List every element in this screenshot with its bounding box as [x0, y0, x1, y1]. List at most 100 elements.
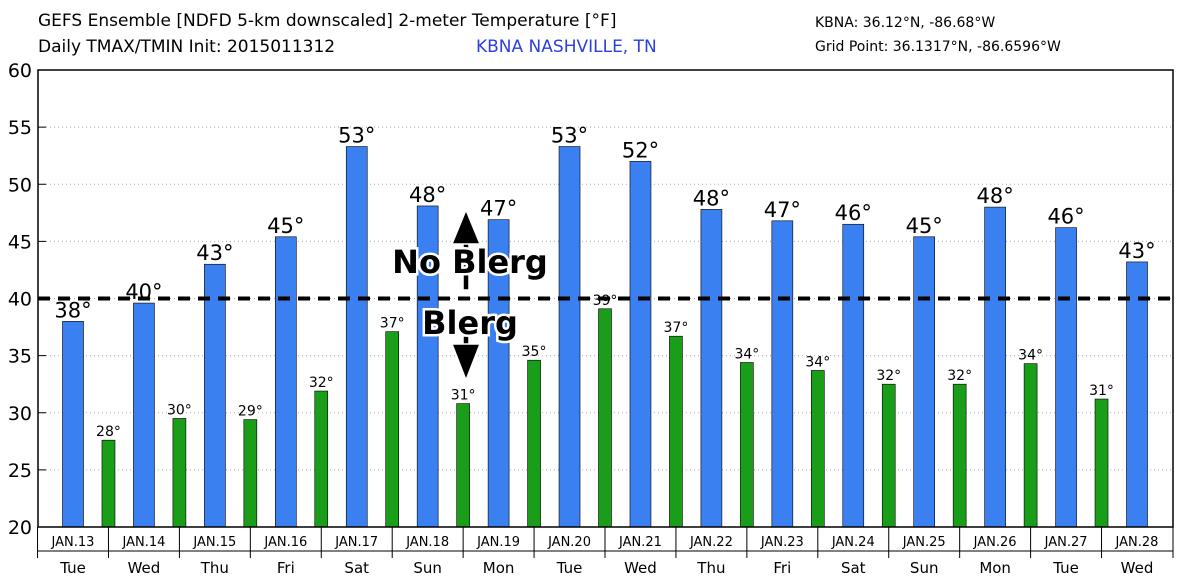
y-tick-label: 30 [8, 403, 32, 425]
bar [842, 223, 865, 528]
chart-subtitle: Daily TMAX/TMIN Init: 2015011312 [38, 37, 335, 57]
y-tick-label: 60 [8, 60, 32, 82]
bar [700, 209, 723, 528]
x-tick-label: Mon [979, 559, 1011, 577]
value-label: 37° [664, 320, 689, 336]
bar [527, 359, 541, 528]
x-tick-label: Sun [910, 559, 939, 577]
x-tick-label: JAN.18 [405, 535, 449, 550]
bar [314, 390, 329, 528]
x-tick-label: JAN.17 [334, 535, 378, 550]
x-tick-label: Fri [773, 559, 791, 577]
bar [810, 370, 825, 528]
bar [669, 335, 683, 528]
value-label: 30° [167, 402, 192, 418]
station-coords: KBNA: 36.12°N, -86.68°W [815, 15, 995, 31]
value-label: 34° [805, 354, 830, 370]
value-label: 52° [622, 138, 659, 162]
y-tick-label: 25 [8, 460, 32, 482]
value-label: 31° [1089, 383, 1114, 399]
x-tick-label: JAN.21 [618, 535, 662, 550]
x-tick-label: JAN.14 [121, 535, 165, 550]
x-tick-label: JAN.24 [831, 535, 875, 550]
bar [1126, 261, 1148, 528]
value-label: 53° [338, 124, 375, 148]
value-label: 29° [238, 404, 263, 420]
x-tick-label: Wed [1121, 559, 1154, 577]
bar [913, 236, 936, 528]
value-label: 32° [876, 368, 901, 384]
value-label: 45° [906, 214, 943, 238]
value-label: 35° [522, 344, 547, 360]
value-label: 46° [835, 201, 872, 225]
plot-frame [37, 69, 1174, 528]
value-label: 46° [1047, 205, 1084, 229]
bar [62, 321, 84, 528]
bar [345, 146, 368, 528]
arrows [450, 208, 482, 383]
value-label: 38° [54, 298, 91, 322]
bar [172, 418, 187, 528]
bar [204, 263, 226, 528]
x-tick-label: JAN.19 [476, 535, 520, 550]
x-tick-label: Wed [128, 559, 161, 577]
x-tick-label: JAN.13 [51, 535, 95, 550]
bar [385, 331, 400, 528]
chart-title: GEFS Ensemble [NDFD 5-km downscaled] 2-m… [38, 11, 616, 31]
bar [629, 161, 652, 528]
annotation: No Blerg [392, 243, 548, 281]
plot: 20253035404550556038°40°43°45°53°48°47°5… [8, 60, 1174, 577]
bar [558, 146, 581, 528]
y-tick-label: 35 [8, 346, 32, 368]
y-tick-label: 55 [8, 117, 32, 139]
bar [243, 419, 258, 528]
value-label: 43° [196, 241, 233, 265]
x-tick-label: JAN.20 [547, 535, 591, 550]
value-label: 31° [451, 388, 476, 404]
bar [1094, 398, 1109, 528]
x-tick-label: Tue [556, 559, 583, 577]
annotation: Blerg [422, 304, 518, 342]
value-label: 39° [593, 293, 618, 309]
x-tick-label: Tue [1052, 559, 1079, 577]
x-tick-label: Sat [344, 559, 369, 577]
bar [598, 308, 612, 528]
bar [1055, 227, 1077, 528]
x-tick-label: Wed [624, 559, 657, 577]
bar [101, 439, 116, 528]
value-label: 45° [267, 214, 304, 238]
x-tick-label: JAN.15 [192, 535, 236, 550]
y-tick-label: 50 [8, 174, 32, 196]
bar [456, 403, 470, 528]
bar [1023, 363, 1038, 528]
x-tick-label: JAN.25 [902, 535, 946, 550]
value-label: 48° [409, 183, 446, 207]
x-tick-label: Tue [59, 559, 86, 577]
value-label: 34° [1018, 348, 1043, 364]
station: KBNA NASHVILLE, TN [476, 37, 657, 57]
x-tick-label: JAN.28 [1115, 535, 1159, 550]
x-tick-label: JAN.26 [973, 535, 1017, 550]
value-label: 48° [977, 184, 1014, 208]
x-tick-label: Thu [696, 559, 725, 577]
y-tick-label: 20 [8, 517, 32, 539]
value-label: 32° [309, 375, 334, 391]
bar [984, 206, 1006, 528]
x-tick-label: Sat [841, 559, 866, 577]
y-tick-label: 45 [8, 231, 32, 253]
x-tick-label: Sun [413, 559, 442, 577]
bar [740, 362, 754, 528]
value-label: 47° [764, 198, 801, 222]
value-label: 37° [380, 316, 405, 332]
value-label: 34° [734, 346, 759, 362]
bar [274, 236, 297, 528]
x-tick-label: Fri [277, 559, 295, 577]
value-label: 28° [96, 424, 121, 440]
x-tick-label: JAN.23 [760, 535, 804, 550]
y-tick-label: 40 [8, 289, 32, 311]
value-label: 32° [947, 368, 972, 384]
value-label: 53° [551, 124, 588, 148]
bar [771, 220, 794, 528]
value-label: 48° [693, 186, 730, 210]
